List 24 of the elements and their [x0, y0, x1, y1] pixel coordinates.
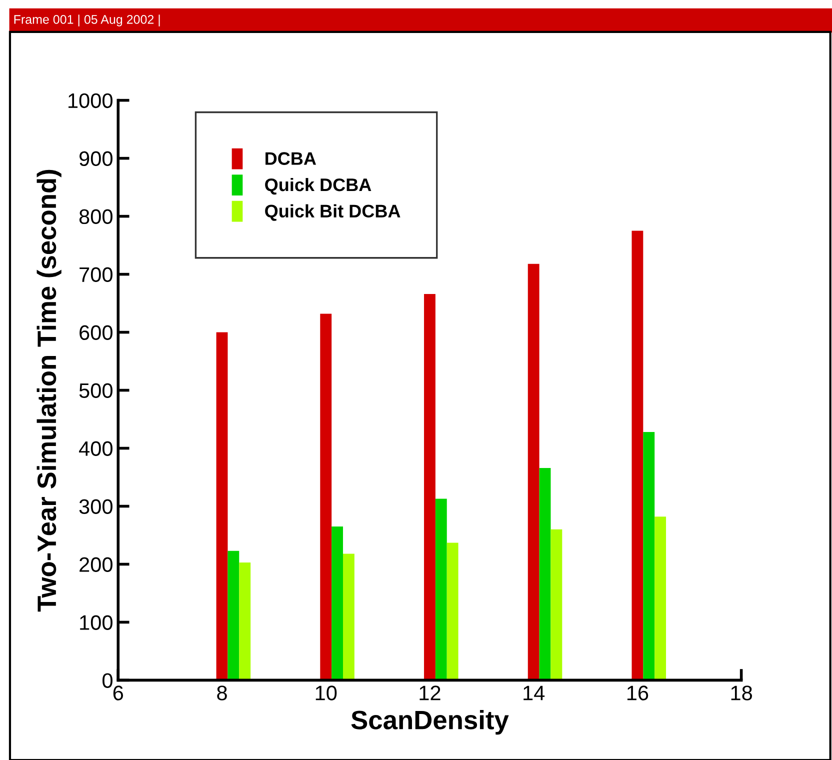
text: Frame 001 | 05 Aug 2002 | [14, 14, 160, 26]
x-tick-label: 10 [316, 686, 337, 700]
x-tick-label: 6 [113, 686, 124, 700]
legend-label: Quick Bit DCBA [265, 204, 400, 221]
y-axis-title: Two-Year Simulation Time (second) [36, 170, 62, 612]
x-tick-label: 16 [627, 686, 648, 700]
x-tick-label: 18 [731, 686, 752, 700]
y-tick-label: 100 [80, 615, 112, 630]
x-axis-title: ScanDensity [351, 710, 509, 735]
legend-label: DCBA [266, 152, 316, 165]
y-tick-label: 600 [80, 325, 112, 340]
x-tick-label: 12 [420, 686, 440, 700]
y-tick-label: 1000 [68, 93, 112, 108]
y-tick-label: 300 [79, 499, 112, 514]
y-tick-label: 700 [80, 267, 112, 282]
y-tick-label: 0 [102, 673, 112, 688]
y-tick-label: 200 [80, 557, 112, 572]
y-tick-label: 900 [80, 151, 112, 166]
y-tick-label: 400 [79, 441, 112, 456]
y-tick-label: 500 [79, 383, 112, 398]
x-tick-label: 14 [524, 686, 545, 700]
x-tick-label: 8 [217, 686, 227, 700]
legend-label: Quick DCBA [265, 178, 372, 195]
y-tick-label: 800 [79, 209, 112, 224]
